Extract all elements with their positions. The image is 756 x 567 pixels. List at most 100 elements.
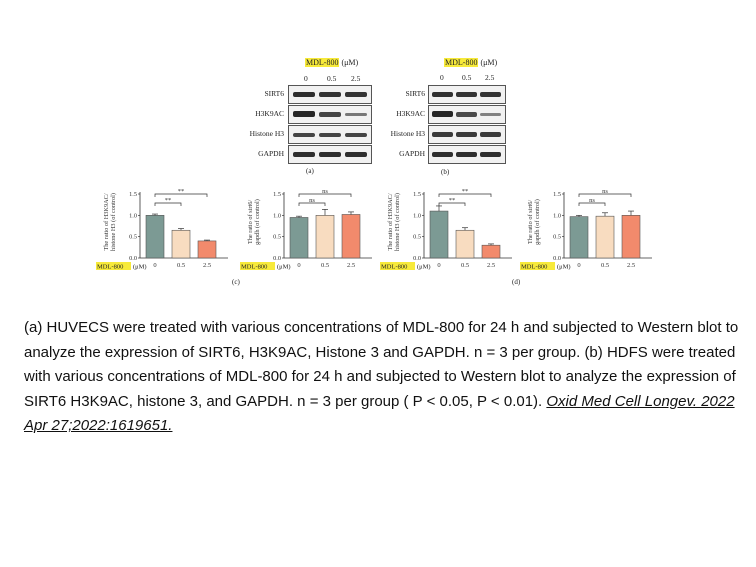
blot-b-row-label: SIRT6 bbox=[405, 89, 425, 98]
treatment-highlight bbox=[380, 262, 415, 270]
treatment-highlight bbox=[96, 262, 131, 270]
western-blot-panel-b: MDL-800 (μM) 0 0.5 2.5 SIRT6 H3K9AC Hist… bbox=[388, 58, 523, 178]
bar bbox=[145, 215, 165, 259]
blot-b-conc-0: 0 bbox=[440, 73, 444, 82]
y-axis-label: gapdh (of control) bbox=[534, 199, 541, 245]
x-tick-label: 0 bbox=[577, 262, 580, 269]
y-tick-label: 1.0 bbox=[129, 212, 137, 219]
y-axis-label: The ratio of sirt6/ bbox=[527, 200, 534, 244]
y-tick-label: 1.0 bbox=[553, 212, 561, 219]
y-tick-label: 1.5 bbox=[553, 191, 561, 198]
y-axis-label: The ratio of sirt6/ bbox=[247, 200, 254, 244]
blot-b-band-row bbox=[428, 145, 506, 164]
bar bbox=[171, 229, 191, 259]
x-tick-label: 0.5 bbox=[601, 262, 609, 269]
blot-a-band-row bbox=[288, 85, 372, 104]
blot-a-row-label: SIRT6 bbox=[264, 89, 284, 98]
blot-b-row-label: GAPDH bbox=[399, 149, 425, 158]
blot-b-treatment: MDL-800 bbox=[444, 58, 479, 67]
x-axis-unit-label: (μM) bbox=[557, 264, 571, 271]
blot-a-band-row bbox=[288, 145, 372, 164]
x-tick-label: 0 bbox=[437, 262, 440, 269]
y-axis-label: gapdh (of control) bbox=[254, 199, 261, 245]
blot-a-conc-0: 0 bbox=[304, 74, 308, 83]
western-blot-panel-a: MDL-800 (μM) 0 0.5 2.5 SIRT6 H3K9AC Hist… bbox=[238, 58, 373, 178]
caption-text: (a) HUVECS were treated with various con… bbox=[24, 319, 739, 410]
bar bbox=[341, 214, 361, 259]
bar bbox=[315, 215, 335, 259]
bar-chart-c-sirt6: The ratio of sirt6/gapdh (of control) 0.0… bbox=[240, 188, 372, 271]
y-tick-label: 1.5 bbox=[129, 191, 137, 198]
y-tick-label: 0.0 bbox=[413, 255, 421, 262]
figure-caption: (a) HUVECS were treated with various con… bbox=[24, 316, 744, 439]
x-axis-treatment-label: MDL-800 bbox=[97, 264, 123, 271]
y-axis-label: The ratio of H3K9AC/ bbox=[103, 193, 110, 250]
y-tick-label: 0.5 bbox=[553, 234, 561, 241]
significance-label: ** bbox=[462, 188, 469, 195]
x-tick-label: 0 bbox=[297, 262, 300, 269]
y-tick-label: 0.5 bbox=[413, 234, 421, 241]
significance-bracket bbox=[578, 193, 632, 197]
y-tick-label: 0.5 bbox=[273, 234, 281, 241]
x-axis-treatment-label: MDL-800 bbox=[241, 264, 267, 271]
bar bbox=[289, 217, 309, 259]
significance-bracket bbox=[438, 202, 466, 206]
blot-a-row-label: H3K9AC bbox=[255, 109, 284, 118]
blot-b-band-row bbox=[428, 125, 506, 144]
y-tick-label: 1.0 bbox=[413, 212, 421, 219]
bar-chart-d-sirt6: The ratio of sirt6/gapdh (of control) 0.0… bbox=[520, 188, 652, 271]
x-tick-label: 0.5 bbox=[321, 262, 329, 269]
x-axis-treatment-label: MDL-800 bbox=[521, 264, 547, 271]
bar bbox=[455, 229, 475, 259]
treatment-highlight bbox=[240, 262, 275, 270]
y-tick-label: 1.0 bbox=[273, 212, 281, 219]
bar bbox=[621, 215, 641, 259]
x-axis-treatment-label: MDL-800 bbox=[381, 264, 407, 271]
x-tick-label: 2.5 bbox=[487, 262, 495, 269]
blot-a-treatment: MDL-800 bbox=[305, 58, 340, 67]
y-tick-label: 1.5 bbox=[273, 191, 281, 198]
blot-a-row-label: GAPDH bbox=[258, 149, 284, 158]
y-tick-label: 0.0 bbox=[553, 255, 561, 262]
bar bbox=[197, 240, 217, 259]
x-tick-label: 2.5 bbox=[627, 262, 635, 269]
significance-bracket bbox=[154, 193, 208, 197]
blot-a-conc-1: 0.5 bbox=[327, 74, 337, 83]
y-tick-label: 0.5 bbox=[129, 234, 137, 241]
significance-bracket bbox=[298, 202, 326, 206]
y-axis-label: histone H3 (of control) bbox=[110, 193, 117, 251]
blot-a-conc-2: 2.5 bbox=[351, 74, 361, 83]
x-axis-unit-label: (μM) bbox=[133, 264, 147, 271]
bar-chart-d-h3k9ac: The ratio of H3K9AC/histone H3 (of contr… bbox=[380, 188, 512, 271]
blot-b-band-row bbox=[428, 85, 506, 104]
panel-a-letter: (a) bbox=[306, 167, 314, 175]
x-tick-label: 2.5 bbox=[347, 262, 355, 269]
panel-b-letter: (b) bbox=[441, 168, 450, 176]
blot-b-conc-2: 2.5 bbox=[485, 73, 495, 82]
significance-label: ** bbox=[178, 188, 185, 195]
significance-bracket bbox=[578, 202, 606, 206]
bar bbox=[595, 215, 615, 259]
y-tick-label: 0.0 bbox=[273, 255, 281, 262]
x-tick-label: 0 bbox=[153, 262, 156, 269]
panel-c-letter: (c) bbox=[232, 278, 240, 286]
x-tick-label: 0.5 bbox=[461, 262, 469, 269]
blot-a-band-row bbox=[288, 125, 372, 144]
significance-bracket bbox=[298, 193, 352, 197]
blot-b-conc-1: 0.5 bbox=[462, 73, 472, 82]
citation-link[interactable]: Oxid Med Cell Longev. 2022 Apr 27;2022:1… bbox=[24, 392, 735, 435]
blot-b-unit: (μM) bbox=[480, 58, 498, 67]
blot-a-row-label: Histone H3 bbox=[249, 129, 284, 138]
y-axis-label: histone H3 (of control) bbox=[394, 193, 401, 251]
blot-b-row-label: Histone H3 bbox=[390, 129, 425, 138]
x-axis-unit-label: (μM) bbox=[417, 264, 431, 271]
significance-label: ns bbox=[589, 197, 595, 204]
blot-a-band-row bbox=[288, 105, 372, 124]
significance-label: ns bbox=[309, 197, 315, 204]
significance-label: ns bbox=[602, 188, 608, 195]
y-tick-label: 1.5 bbox=[413, 191, 421, 198]
blot-b-row-label: H3K9AC bbox=[396, 109, 425, 118]
significance-label: ** bbox=[449, 197, 456, 204]
y-axis-label: The ratio of H3K9AC/ bbox=[387, 193, 394, 250]
bar bbox=[569, 216, 589, 259]
